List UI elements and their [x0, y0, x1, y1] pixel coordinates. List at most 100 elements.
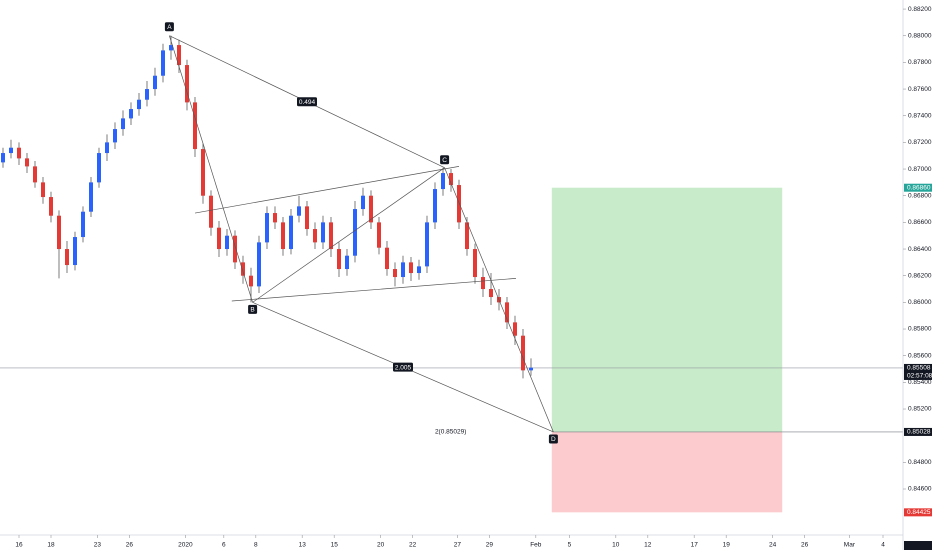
- candle-body: [313, 229, 317, 243]
- target-tag-box: [904, 183, 932, 192]
- x-tick-label: 8: [254, 542, 258, 549]
- wedge-line: [194, 166, 460, 214]
- candle-body: [521, 335, 525, 371]
- pattern-point: C: [442, 157, 447, 164]
- candle-body: [249, 275, 253, 287]
- candle-body: [441, 173, 445, 190]
- time-axis-corner: [904, 541, 932, 550]
- ac-ratio-box: [297, 97, 317, 107]
- pattern-point-box: [440, 155, 450, 165]
- candle-body: [361, 195, 365, 210]
- target-tag: 0.86860: [907, 184, 931, 191]
- candle-body: [193, 102, 197, 150]
- x-tick-label: 18: [47, 542, 55, 549]
- candle-body: [513, 322, 517, 336]
- y-tick-label: 0.86600: [908, 219, 932, 226]
- x-tick-label: 17: [691, 542, 699, 549]
- candle-body: [209, 195, 213, 228]
- y-tick-label: 0.87400: [908, 112, 932, 119]
- countdown: 02:57:08: [907, 373, 932, 380]
- candle-body: [329, 222, 333, 250]
- candle-body: [417, 266, 421, 274]
- candle-body: [473, 249, 477, 278]
- candle-body: [113, 129, 117, 143]
- y-tick-label: 0.86000: [908, 299, 932, 306]
- candle-body: [337, 249, 341, 270]
- candle-body: [457, 185, 461, 223]
- y-tick-label: 0.87600: [908, 86, 932, 93]
- candle-body: [81, 211, 85, 238]
- entry-tag: 0.85028: [907, 429, 931, 436]
- candle-body: [9, 147, 13, 154]
- price-axis-bg: [903, 0, 932, 550]
- pattern-point-box: [548, 434, 558, 444]
- pattern-point: A: [167, 24, 172, 31]
- x-tick-label: Feb: [530, 542, 542, 549]
- candle-body: [257, 242, 261, 287]
- candle-body: [233, 235, 237, 263]
- bd-ratio: 2.005: [395, 364, 412, 371]
- x-tick-label: 27: [454, 542, 462, 549]
- profit-zone: [551, 187, 783, 432]
- pattern-leg: [444, 167, 554, 433]
- candle-body: [105, 142, 109, 154]
- x-tick-label: 26: [126, 542, 134, 549]
- x-tick-label: 10: [612, 542, 620, 549]
- wedge-line: [231, 278, 516, 302]
- candle-body: [137, 99, 141, 110]
- candle-body: [505, 302, 509, 323]
- x-tick-label: 22: [409, 542, 417, 549]
- candle-body: [289, 215, 293, 250]
- pattern-leg: [252, 167, 445, 303]
- candle-body: [273, 213, 277, 223]
- candle-body: [401, 262, 405, 278]
- last-price-tag-box: [904, 363, 932, 380]
- candle-body: [49, 197, 53, 216]
- candle-body: [377, 222, 381, 248]
- candle-body: [33, 166, 37, 183]
- candle-body: [489, 289, 493, 298]
- candle-body: [201, 149, 205, 196]
- y-tick-label: 0.88200: [908, 6, 932, 13]
- candles: [1, 35, 533, 379]
- candle-body: [89, 182, 93, 212]
- y-tick-label: 0.88000: [908, 32, 932, 39]
- candle-body: [241, 262, 245, 276]
- y-tick-label: 0.86200: [908, 272, 932, 279]
- x-tick-label: Mar: [844, 542, 856, 549]
- x-tick-label: 4: [881, 542, 885, 549]
- loss-zone: [551, 431, 783, 513]
- y-tick-label: 0.84800: [908, 459, 932, 466]
- candle-body: [17, 147, 21, 159]
- candle-body: [153, 75, 157, 90]
- candle-body: [57, 215, 61, 250]
- pattern-leg: [169, 35, 253, 303]
- candle-body: [65, 249, 69, 266]
- candle-body: [345, 255, 349, 270]
- y-tick-label: 0.87200: [908, 139, 932, 146]
- candle-body: [297, 206, 301, 216]
- x-tick-label: 6: [222, 542, 226, 549]
- x-tick-label: 15: [331, 542, 339, 549]
- candle-body: [449, 173, 453, 186]
- entry-tag-box: [904, 427, 932, 436]
- candle-body: [121, 118, 125, 130]
- pattern-point-box: [248, 304, 258, 314]
- y-tick-label: 0.84600: [908, 486, 932, 493]
- candle-body: [393, 269, 397, 278]
- candle-body: [433, 189, 437, 223]
- candle-body: [385, 247, 389, 270]
- y-tick-label: 0.86800: [908, 192, 932, 199]
- x-tick-label: 2020: [178, 542, 193, 549]
- pattern-point: D: [551, 436, 556, 443]
- ac-ratio: 0.494: [299, 99, 316, 106]
- candle-body: [145, 89, 149, 100]
- candle-body: [177, 45, 181, 66]
- d-projection: 2(0.85029): [435, 429, 466, 436]
- candle-body: [481, 277, 485, 290]
- x-tick-label: 19: [723, 542, 731, 549]
- x-tick-label: 23: [94, 542, 102, 549]
- y-tick-label: 0.85800: [908, 326, 932, 333]
